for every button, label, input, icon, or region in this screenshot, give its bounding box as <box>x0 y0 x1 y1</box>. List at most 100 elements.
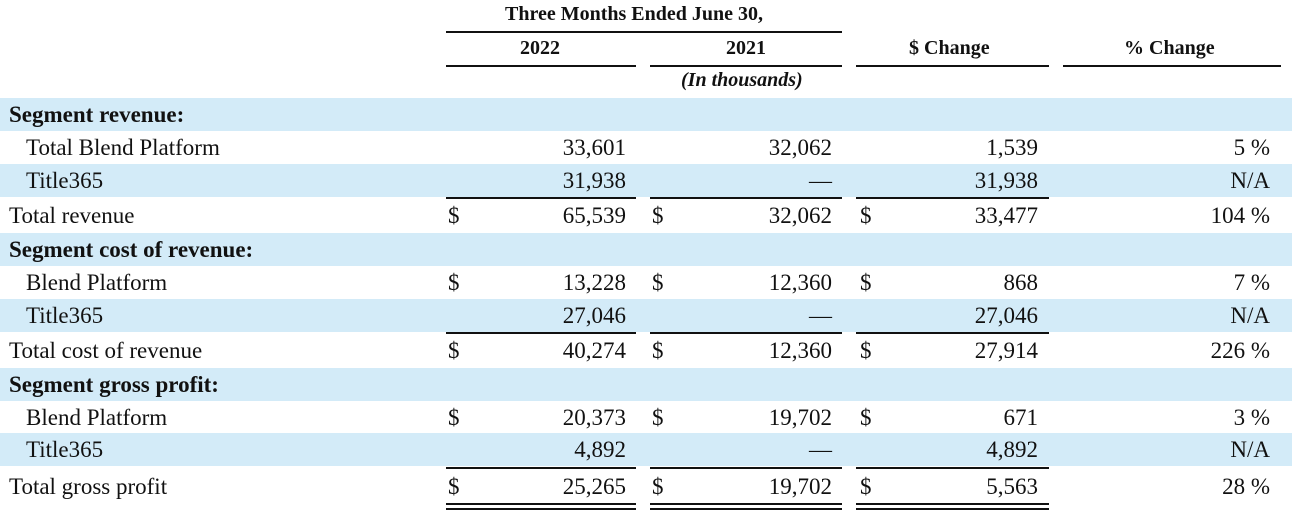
double-underline <box>446 503 636 505</box>
value-pct-change: 28 % <box>1222 474 1270 499</box>
value-2021: 12,360 <box>768 338 832 363</box>
value-dollar-change: 33,477 <box>974 203 1038 228</box>
value-pct-change: 3 % <box>1233 405 1270 430</box>
value-pct-change: N/A <box>1230 168 1270 193</box>
value-dollar-change: 1,539 <box>986 135 1038 160</box>
period-rule <box>446 31 842 33</box>
row-label: Title365 <box>26 168 104 193</box>
currency-symbol: $ <box>448 270 460 295</box>
period-header: Three Months Ended June 30, <box>505 3 764 25</box>
row-label: Blend Platform <box>26 270 168 295</box>
total-row: Total revenue 65,539 32,062 33,477 104 % $ $ $ <box>0 199 1292 232</box>
value-2022: 33,601 <box>562 135 626 160</box>
double-underline <box>446 508 636 510</box>
table-row: Blend Platform 13,228 12,360 868 7 % $ $ $ <box>0 266 1292 299</box>
currency-symbol: $ <box>860 203 872 228</box>
row-label: Segment cost of revenue: <box>9 237 254 262</box>
value-2021: 32,062 <box>768 203 832 228</box>
section-header-row: Segment revenue: <box>0 98 1292 131</box>
value-2022: 25,265 <box>562 474 626 499</box>
currency-symbol: $ <box>652 270 664 295</box>
row-label: Segment revenue: <box>9 102 185 127</box>
subtotal-underline <box>650 332 842 334</box>
currency-symbol: $ <box>860 474 872 499</box>
total-row: Total gross profit 25,265 19,702 5,563 28 % $… <box>0 470 1292 503</box>
column-header-2022: 2022 <box>520 37 560 59</box>
currency-symbol: $ <box>652 203 664 228</box>
value-2021: — <box>809 303 832 328</box>
value-pct-change: 226 % <box>1210 338 1270 363</box>
value-dollar-change: 4,892 <box>986 437 1038 462</box>
table-row: Blend Platform 20,373 19,702 671 3 % $ $ $ <box>0 401 1292 434</box>
value-2021: — <box>809 437 832 462</box>
row-label: Total revenue <box>9 203 135 228</box>
value-pct-change: N/A <box>1230 437 1270 462</box>
column-header-2021: 2021 <box>726 37 766 59</box>
currency-symbol: $ <box>652 474 664 499</box>
table-row: Title365 27,046 — 27,046 N/A <box>0 299 1292 332</box>
row-label: Title365 <box>26 303 104 328</box>
subtotal-underline <box>856 332 1049 334</box>
subtotal-underline <box>650 467 842 469</box>
section-header-row: Segment gross profit: <box>0 368 1292 401</box>
value-dollar-change: 31,938 <box>974 168 1038 193</box>
value-pct-change: 5 % <box>1233 135 1270 160</box>
value-dollar-change: 27,046 <box>974 303 1038 328</box>
value-dollar-change: 671 <box>1003 405 1039 430</box>
value-2022: 31,938 <box>562 168 626 193</box>
currency-symbol: $ <box>448 474 460 499</box>
value-dollar-change: 27,914 <box>974 338 1038 363</box>
row-label: Title365 <box>26 437 104 462</box>
subtotal-underline <box>856 197 1049 199</box>
value-2021: 19,702 <box>768 405 832 430</box>
value-2021: — <box>809 168 832 193</box>
units-note: (In thousands) <box>681 69 803 91</box>
currency-symbol: $ <box>860 338 872 363</box>
row-label: Total cost of revenue <box>9 338 203 363</box>
value-2022: 40,274 <box>562 338 626 363</box>
header-rule-2022 <box>446 65 636 67</box>
currency-symbol: $ <box>652 338 664 363</box>
value-2022: 65,539 <box>562 203 626 228</box>
row-label: Segment gross profit: <box>9 372 219 397</box>
double-underline <box>856 503 1049 505</box>
value-2022: 13,228 <box>562 270 626 295</box>
double-underline <box>650 508 842 510</box>
column-header-pct-change: % Change <box>1124 37 1215 59</box>
section-header-row: Segment cost of revenue: <box>0 233 1292 266</box>
currency-symbol: $ <box>652 405 664 430</box>
value-2022: 4,892 <box>574 437 626 462</box>
subtotal-underline <box>446 332 636 334</box>
row-label: Blend Platform <box>26 405 168 430</box>
header-rule-dollar-change <box>856 65 1049 67</box>
value-dollar-change: 5,563 <box>986 474 1038 499</box>
value-pct-change: 104 % <box>1210 203 1270 228</box>
subtotal-underline <box>446 197 636 199</box>
header-rule-pct-change <box>1063 65 1281 67</box>
currency-symbol: $ <box>860 405 872 430</box>
value-2022: 27,046 <box>562 303 626 328</box>
subtotal-underline <box>650 197 842 199</box>
subtotal-underline <box>856 467 1049 469</box>
double-underline <box>650 503 842 505</box>
value-2022: 20,373 <box>562 405 626 430</box>
value-dollar-change: 868 <box>1003 270 1039 295</box>
table-row: Title365 4,892 — 4,892 N/A <box>0 433 1292 466</box>
currency-symbol: $ <box>448 405 460 430</box>
header-rule-2021 <box>650 65 842 67</box>
value-pct-change: N/A <box>1230 303 1270 328</box>
table-row: Total Blend Platform 33,601 32,062 1,539 5 % <box>0 131 1292 164</box>
value-pct-change: 7 % <box>1233 270 1270 295</box>
double-underline <box>856 508 1049 510</box>
table-row: Title365 31,938 — 31,938 N/A <box>0 164 1292 197</box>
value-2021: 12,360 <box>768 270 832 295</box>
subtotal-underline <box>446 467 636 469</box>
row-label: Total Blend Platform <box>26 135 220 160</box>
currency-symbol: $ <box>860 270 872 295</box>
currency-symbol: $ <box>448 338 460 363</box>
row-label: Total gross profit <box>9 474 168 499</box>
value-2021: 32,062 <box>768 135 832 160</box>
column-header-dollar-change: $ Change <box>909 37 990 59</box>
currency-symbol: $ <box>448 203 460 228</box>
total-row: Total cost of revenue 40,274 12,360 27,914 2… <box>0 334 1292 367</box>
